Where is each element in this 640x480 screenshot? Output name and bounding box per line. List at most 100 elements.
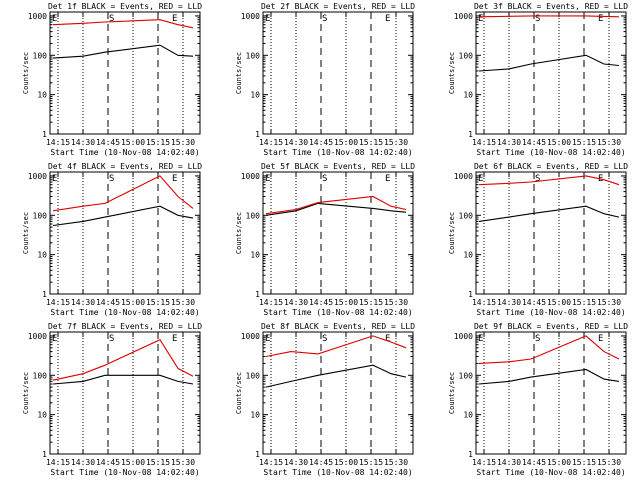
y-axis-label: Counts/sec [448,52,456,94]
x-tick-label: 14:30 [284,298,308,307]
x-tick-label: 14:15 [472,298,496,307]
x-axis-label: Start Time (10-Nov-08 14:02:40) [50,468,199,477]
x-tick-label: 15:30 [171,138,195,147]
y-tick-label: 1 [255,130,260,139]
x-tick-label: 14:30 [497,298,521,307]
x-tick-label: 14:15 [259,458,283,467]
x-tick-label: 15:15 [359,138,383,147]
x-tick-label: 15:15 [146,138,170,147]
saa-marker-label: S [109,174,114,184]
events-line [265,202,407,216]
x-tick-label: 14:45 [96,298,120,307]
y-tick-label: 10 [37,91,47,100]
x-tick-label: 14:15 [259,298,283,307]
y-tick-label: 1000 [241,12,260,21]
x-axis-label: Start Time (10-Nov-08 14:02:40) [263,148,412,157]
y-tick-label: 1 [468,450,473,459]
entry-marker-label: E [52,174,57,184]
x-tick-label: 15:00 [334,458,358,467]
events-line [52,374,194,385]
axis-frame [262,171,414,295]
panel-det-9f: Det 9f BLACK = Events, RED = LLD 1 10 100 10… [448,322,628,477]
saa-marker-label: S [322,174,327,184]
x-tick-label: 14:45 [309,298,333,307]
x-tick-label: 14:30 [71,298,95,307]
saa-marker-label: S [535,174,540,184]
x-tick-label: 14:15 [46,138,70,147]
x-tick-label: 14:45 [96,458,120,467]
x-tick-label: 14:30 [71,458,95,467]
lld-line [52,175,194,212]
y-tick-label: 1 [42,450,47,459]
x-tick-label: 15:00 [547,458,571,467]
y-tick-label: 1000 [454,332,473,341]
y-tick-label: 100 [246,51,261,60]
y-tick-label: 10 [463,411,473,420]
y-tick-label: 10 [250,251,260,260]
x-tick-label: 14:30 [284,458,308,467]
x-tick-label: 15:30 [384,298,408,307]
x-tick-label: 14:45 [309,458,333,467]
x-tick-label: 14:45 [522,458,546,467]
y-axis-label: Counts/sec [448,372,456,414]
x-tick-label: 14:45 [522,298,546,307]
x-tick-label: 15:30 [171,298,195,307]
axis-frame [475,171,627,295]
y-tick-label: 100 [459,371,474,380]
y-tick-label: 10 [37,411,47,420]
lld-line [478,15,620,18]
entry-marker-label: E [172,174,177,184]
y-tick-label: 1000 [28,12,47,21]
y-tick-label: 1 [255,290,260,299]
panel-title: Det 7f BLACK = Events, RED = LLD [48,322,202,331]
panel-det-3f: Det 3f BLACK = Events, RED = LLD 1 10 100 10… [448,2,628,157]
panel-title: Det 1f BLACK = Events, RED = LLD [48,2,202,11]
x-tick-label: 15:00 [121,298,145,307]
lld-line [478,175,620,186]
y-tick-label: 1 [42,290,47,299]
y-tick-label: 1 [468,130,473,139]
panel-title: Det 3f BLACK = Events, RED = LLD [474,2,628,11]
y-tick-label: 100 [33,211,48,220]
y-tick-label: 10 [250,411,260,420]
x-tick-label: 15:00 [334,138,358,147]
y-axis-label: Counts/sec [22,52,30,94]
entry-marker-label: E [52,334,57,344]
entry-marker-label: E [265,174,270,184]
y-tick-label: 10 [250,91,260,100]
panel-title: Det 2f BLACK = Events, RED = LLD [261,2,415,11]
axis-frame [49,11,201,135]
x-tick-label: 15:15 [572,458,596,467]
saa-marker-label: S [109,334,114,344]
y-tick-label: 1 [255,450,260,459]
y-axis-label: Counts/sec [22,372,30,414]
y-axis-label: Counts/sec [448,212,456,254]
x-tick-label: 15:15 [146,458,170,467]
lld-line [265,335,407,358]
panel-det-1f: Det 1f BLACK = Events, RED = LLD 1 10 100 10… [22,2,202,157]
x-tick-label: 15:30 [384,458,408,467]
x-tick-label: 15:15 [359,298,383,307]
x-axis-label: Start Time (10-Nov-08 14:02:40) [476,468,625,477]
x-axis-label: Start Time (10-Nov-08 14:02:40) [263,468,412,477]
y-tick-label: 100 [246,371,261,380]
entry-marker-label: E [385,334,390,344]
x-axis-label: Start Time (10-Nov-08 14:02:40) [263,308,412,317]
x-axis-label: Start Time (10-Nov-08 14:02:40) [476,148,625,157]
x-axis-label: Start Time (10-Nov-08 14:02:40) [476,308,625,317]
panel-det-5f: Det 5f BLACK = Events, RED = LLD 1 10 100 10… [235,162,415,317]
y-tick-label: 1000 [28,172,47,181]
lld-line [52,19,194,29]
y-tick-label: 100 [33,371,48,380]
lld-line [478,335,620,364]
panel-det-7f: Det 7f BLACK = Events, RED = LLD 1 10 100 10… [22,322,202,477]
x-tick-label: 15:00 [547,298,571,307]
panel-title: Det 4f BLACK = Events, RED = LLD [48,162,202,171]
axis-frame [475,11,627,135]
axis-frame [262,331,414,455]
x-tick-label: 15:15 [359,458,383,467]
x-tick-label: 14:15 [46,458,70,467]
y-axis-label: Counts/sec [235,372,243,414]
y-axis-label: Counts/sec [22,212,30,254]
